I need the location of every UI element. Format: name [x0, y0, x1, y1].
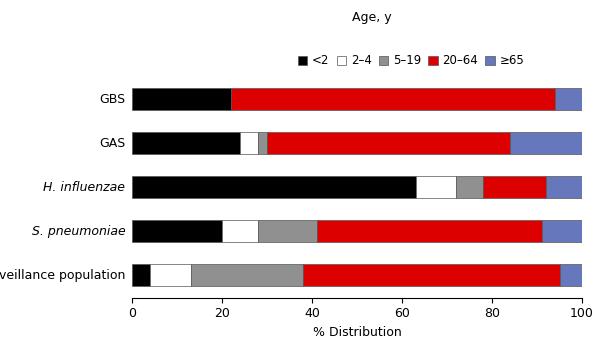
Bar [240, 132, 258, 154]
Bar [258, 132, 267, 154]
Text: Surveillance population: Surveillance population [0, 269, 125, 282]
Bar [231, 88, 555, 110]
Text: GAS: GAS [99, 136, 125, 150]
Bar [258, 220, 317, 242]
Bar [150, 265, 191, 286]
Bar [510, 132, 582, 154]
Text: Age, y: Age, y [352, 10, 392, 23]
Text: H. influenzae: H. influenzae [43, 181, 125, 194]
Bar [267, 132, 510, 154]
Bar [303, 265, 560, 286]
Bar [191, 265, 303, 286]
Bar [222, 220, 258, 242]
Bar [132, 132, 240, 154]
Bar [415, 176, 456, 198]
Bar [483, 176, 546, 198]
Bar [132, 220, 222, 242]
Bar [555, 88, 582, 110]
Bar [542, 220, 582, 242]
Bar [546, 176, 582, 198]
Text: S. pneumoniae: S. pneumoniae [32, 225, 125, 238]
Bar [456, 176, 483, 198]
Bar [132, 88, 231, 110]
X-axis label: % Distribution: % Distribution [313, 326, 401, 339]
Bar [560, 265, 582, 286]
Legend: <2, 2–4, 5–19, 20–64, ≥65: <2, 2–4, 5–19, 20–64, ≥65 [298, 54, 524, 67]
Bar [132, 176, 415, 198]
Bar [317, 220, 542, 242]
Text: GBS: GBS [99, 92, 125, 106]
Bar [132, 265, 150, 286]
